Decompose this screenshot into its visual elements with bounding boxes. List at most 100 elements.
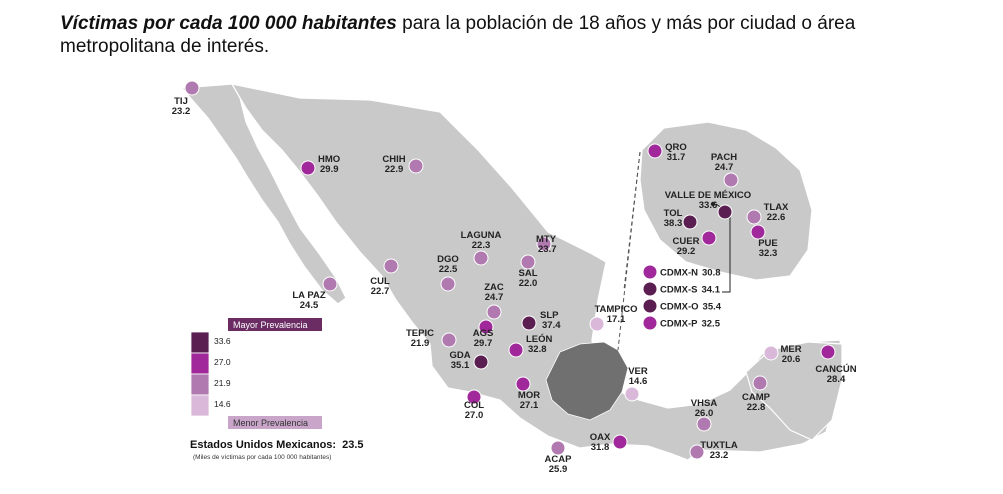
map-title: Víctimas por cada 100 000 habitantes par… — [60, 12, 960, 58]
cdmx-marker-cdmx-s — [642, 281, 658, 297]
city-code-tol: TOL — [664, 208, 683, 219]
city-code-mor: MOR — [518, 390, 540, 401]
city-value-tuxtla: 23.2 — [710, 450, 729, 461]
legend-swatch-2 — [190, 352, 210, 375]
inset-marker — [710, 201, 716, 207]
city-value-laguna: 22.3 — [472, 240, 491, 251]
mainland — [230, 83, 843, 461]
city-value-valle-de-m-xico: 33.6 — [699, 200, 718, 211]
city-marker-chih — [408, 158, 424, 174]
land-layer — [180, 83, 843, 461]
city-code-dgo: DGO — [437, 254, 459, 265]
city-code-cul: CUL — [370, 276, 390, 287]
city-code-ver: VER — [628, 366, 648, 377]
legend-high-band — [228, 318, 322, 331]
national-note: (Miles de víctimas por cada 100 000 habi… — [193, 454, 331, 461]
city-value-mor: 27.1 — [520, 400, 539, 411]
city-value-tlax: 22.6 — [767, 212, 786, 223]
city-marker-cul — [383, 258, 399, 274]
yucatan — [745, 341, 843, 441]
city-code-cuer: CUER — [673, 236, 700, 247]
city-code-tlax: TLAX — [764, 202, 789, 213]
city-code-tepic: TEPIC — [406, 328, 434, 339]
city-code-la-paz: LA PAZ — [292, 290, 325, 301]
city-marker-mer — [763, 345, 779, 361]
city-value-la-paz: 24.5 — [300, 300, 319, 311]
city-value-gda: 35.1 — [451, 360, 470, 371]
city-marker-camp — [752, 375, 768, 391]
city-value-tij: 23.2 — [172, 106, 191, 117]
legend-value-1: 33.6 — [214, 336, 231, 346]
city-marker-oax — [612, 434, 628, 450]
city-marker-pach — [723, 172, 739, 188]
legend-value-2: 27.0 — [214, 357, 231, 367]
city-value-vhsa: 26.0 — [695, 408, 714, 419]
city-code-qro: QRO — [665, 142, 687, 153]
legend: Mayor Prevalencia Menor Prevalencia 33.6… — [190, 318, 322, 429]
city-marker-ver — [624, 386, 640, 402]
cdmx-code-cdmx-s: CDMX-S — [660, 285, 697, 296]
cdmx-value-cdmx-n: 30.8 — [702, 268, 721, 279]
city-value-tol: 38.3 — [664, 218, 683, 229]
cdmx-value-cdmx-p: 32.5 — [701, 319, 720, 330]
cdmx-label-cdmx-n: CDMX-N 30.8 — [660, 268, 721, 279]
city-value-hmo: 29.9 — [320, 164, 339, 175]
city-code-tij: TIJ — [174, 96, 188, 107]
city-marker-qro — [647, 143, 663, 159]
city-value-le-n: 32.8 — [528, 344, 547, 355]
city-code-mer: MER — [780, 344, 801, 355]
city-code-col: COL — [464, 400, 484, 411]
legend-low-band — [228, 416, 322, 429]
city-marker-sal — [520, 254, 536, 270]
city-marker-pue — [750, 224, 766, 240]
city-marker-tampico — [589, 316, 605, 332]
cdmx-label-cdmx-s: CDMX-S 34.1 — [660, 285, 721, 296]
title-rest: para la población de 18 años y más por c… — [60, 13, 856, 57]
city-marker-ags — [478, 319, 494, 335]
city-code-pach: PACH — [711, 152, 737, 163]
city-value-mer: 20.6 — [782, 354, 801, 365]
city-value-qro: 31.7 — [667, 152, 686, 163]
city-code-acap: ACAP — [545, 454, 573, 465]
legend-swatches: 33.6 27.0 21.9 14.6 — [190, 331, 231, 417]
city-marker-tepic — [441, 332, 457, 348]
legend-swatch-3 — [190, 373, 210, 396]
legend-value-3: 21.9 — [214, 378, 231, 388]
city-marker-col — [466, 389, 482, 405]
city-marker-valle-de-m-xico — [717, 204, 733, 220]
inset-connector-top — [623, 151, 641, 291]
city-code-hmo: HMO — [318, 154, 340, 165]
cdmx-value-cdmx-s: 34.1 — [701, 285, 720, 296]
national-label-text: Estados Unidos Mexicanos: — [190, 439, 336, 451]
city-value-cuer: 29.2 — [677, 246, 696, 257]
city-marker-canc-n — [820, 344, 836, 360]
city-value-tepic: 21.9 — [411, 338, 430, 349]
city-marker-mor — [515, 376, 531, 392]
cdmx-code-cdmx-p: CDMX-P — [660, 319, 698, 330]
legend-value-4: 14.6 — [214, 399, 231, 409]
city-code-zac: ZAC — [484, 282, 504, 293]
city-marker-tuxtla — [689, 444, 705, 460]
legend-low-label: Menor Prevalencia — [233, 418, 308, 428]
legend-swatch-4 — [190, 394, 210, 417]
city-value-ags: 29.7 — [474, 338, 493, 349]
cdmx-marker-cdmx-p — [642, 315, 658, 331]
city-value-cul: 22.7 — [371, 286, 390, 297]
city-value-sal: 22.0 — [519, 278, 538, 289]
city-value-tampico: 17.1 — [607, 314, 626, 325]
cdmx-code-cdmx-n: CDMX-N — [660, 268, 698, 279]
city-marker-le-n — [508, 342, 524, 358]
city-marker-mty — [536, 236, 552, 252]
baja-california — [180, 83, 347, 305]
central-region — [545, 341, 629, 421]
national-label: Estados Unidos Mexicanos: 23.5 — [190, 439, 364, 451]
city-marker-tlax — [746, 209, 762, 225]
city-value-camp: 22.8 — [747, 402, 766, 413]
city-marker-cuer — [701, 230, 717, 246]
city-code-canc-n: CANCÚN — [815, 363, 856, 375]
city-code-slp: SLP — [540, 310, 559, 321]
city-marker-slp — [521, 315, 537, 331]
